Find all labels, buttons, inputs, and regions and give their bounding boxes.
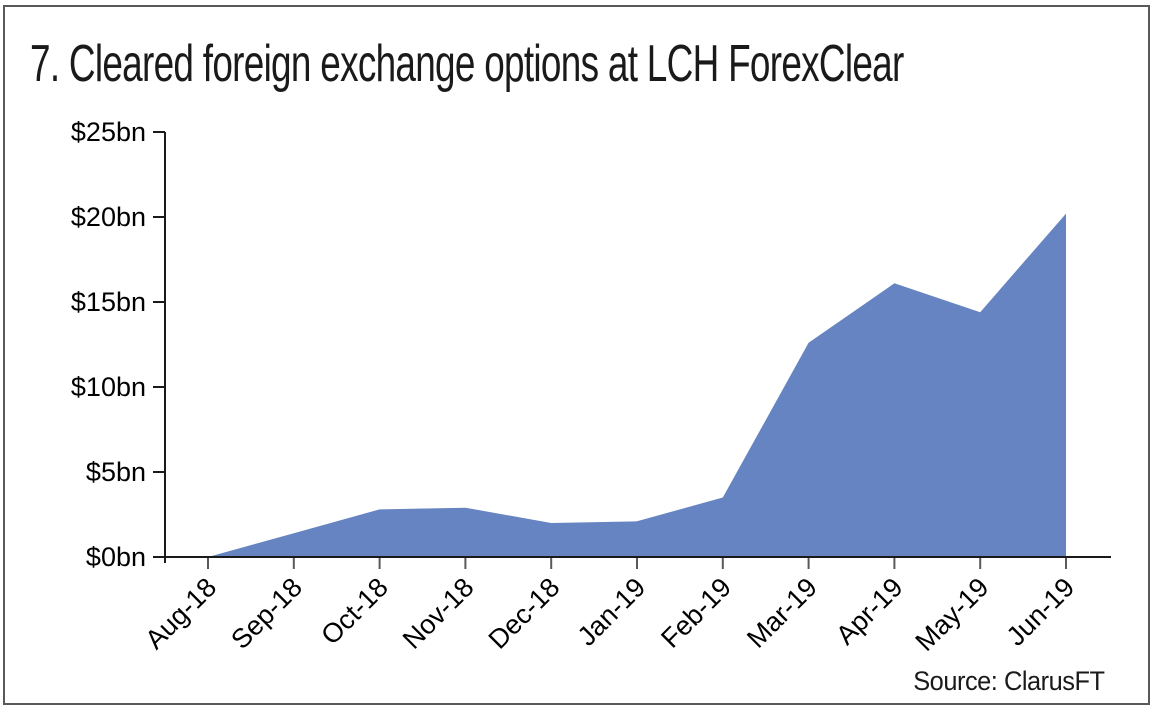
y-tick-label: $10bn xyxy=(71,372,146,402)
x-tick-label: Oct-18 xyxy=(315,572,394,651)
x-tick-label: Nov-18 xyxy=(397,572,480,655)
x-tick-label: Aug-18 xyxy=(139,572,222,655)
y-tick-label: $5bn xyxy=(86,457,146,487)
area-series xyxy=(208,213,1066,557)
x-tick-label: May-19 xyxy=(910,572,995,657)
x-tick-label: Sep-18 xyxy=(225,572,308,655)
x-tick-label: Apr-19 xyxy=(830,572,909,651)
source-credit: Source: ClarusFT xyxy=(913,666,1106,696)
x-tick-label: Jun-19 xyxy=(1001,572,1081,652)
chart-title: 7. Cleared foreign exchange options at L… xyxy=(30,35,904,93)
y-tick-label: $25bn xyxy=(71,117,146,147)
y-tick-label: $15bn xyxy=(71,287,146,317)
x-tick-label: Feb-19 xyxy=(655,572,737,654)
y-tick-label: $20bn xyxy=(71,202,146,232)
x-tick-label: Dec-18 xyxy=(483,572,566,655)
y-tick-label: $0bn xyxy=(86,542,146,572)
x-tick-label: Mar-19 xyxy=(741,572,823,654)
x-tick-label: Jan-19 xyxy=(572,572,652,652)
